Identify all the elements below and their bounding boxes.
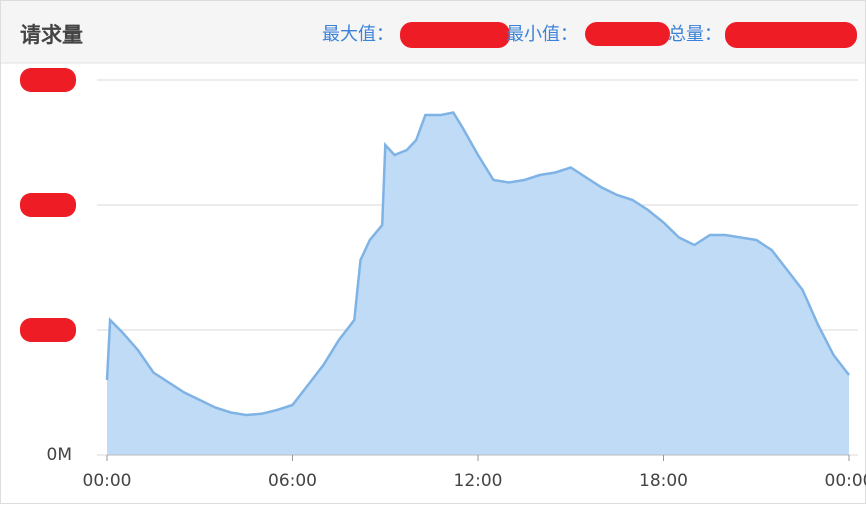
- y-tick-redaction: [20, 68, 76, 92]
- x-tick-label: 18:00: [639, 471, 688, 491]
- y-tick-redaction: [20, 318, 76, 342]
- redaction: [725, 22, 857, 48]
- redaction: [400, 22, 510, 48]
- x-tick-label: 12:00: [454, 471, 503, 491]
- y-tick-label: 0M: [47, 445, 72, 465]
- stat-label: 最小值：: [506, 24, 578, 45]
- x-tick-label: 06:00: [268, 471, 317, 491]
- stat-label: 最大值：: [322, 24, 394, 45]
- redaction: [585, 22, 670, 46]
- x-tick-label: 00:00: [83, 471, 132, 491]
- x-tick-label: 00:00: [825, 471, 866, 491]
- y-tick-redaction: [20, 193, 76, 217]
- panel-title: 请求量: [20, 23, 83, 47]
- stat-label: 总量：: [668, 24, 722, 45]
